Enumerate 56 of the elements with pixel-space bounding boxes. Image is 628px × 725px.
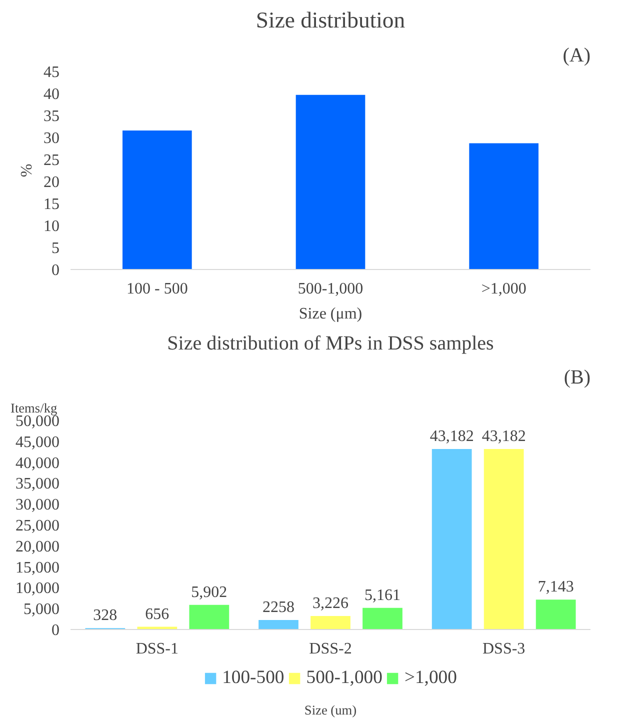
bar: [362, 608, 402, 630]
data-label: 2258: [262, 599, 294, 616]
y-tick-label: 10: [44, 218, 60, 235]
data-label: 328: [93, 607, 118, 624]
x-tick-label: 100 - 500: [126, 280, 188, 298]
y-tick-label: 20: [44, 174, 60, 191]
y-axis-title: %: [18, 164, 36, 178]
bar: [122, 130, 192, 270]
y-tick-label: 30,000: [16, 496, 60, 514]
x-tick-label: DSS-3: [482, 640, 526, 658]
bar: [310, 616, 350, 630]
bar: [469, 143, 538, 270]
y-tick-label: 0: [52, 262, 60, 279]
x-tick-label: 500-1,000: [298, 280, 364, 298]
x-axis-title: Size (μm): [298, 306, 362, 322]
y-tick-label: 5,000: [24, 601, 60, 618]
legend-label: >1,000: [404, 666, 457, 688]
chart-title: Size distribution of MPs in DSS samples: [167, 332, 494, 354]
bar: [432, 449, 472, 630]
data-label: 5,902: [191, 584, 228, 601]
y-tick-label: 45: [44, 64, 60, 81]
bar: [258, 620, 298, 630]
data-label: 43,182: [430, 428, 474, 445]
y-tick-label: 30: [44, 130, 60, 147]
data-label: 7,143: [538, 578, 574, 596]
x-tick-label: DSS-2: [309, 640, 352, 658]
x-axis-title: Size (um): [304, 702, 357, 718]
y-tick-label: 25,000: [16, 518, 60, 534]
y-tick-label: 25: [44, 152, 60, 169]
bar: [296, 94, 366, 270]
y-tick-label: 5: [52, 240, 60, 257]
y-tick-label: 20,000: [16, 538, 60, 556]
data-label: 43,182: [482, 428, 526, 445]
x-tick-label: >1,000: [481, 280, 526, 298]
chart-title: Size distribution: [256, 8, 406, 32]
y-tick-label: 45,000: [16, 434, 60, 451]
legend-label: 500-1,000: [306, 666, 382, 688]
y-tick-label: 35: [44, 108, 60, 125]
y-tick-label: 40,000: [16, 454, 60, 472]
y-tick-label: 15,000: [16, 559, 60, 576]
bar: [536, 600, 576, 630]
text: (A): [562, 44, 590, 66]
y-axis-title: Items/kg: [10, 400, 58, 416]
data-label: 3,226: [312, 595, 348, 612]
y-tick-label: 0: [52, 622, 60, 639]
y-tick-label: 10,000: [16, 580, 60, 598]
y-tick-label: 35,000: [16, 476, 60, 493]
x-tick-label: DSS-1: [136, 640, 179, 658]
bar: [189, 604, 230, 630]
legend-label: 100-500: [222, 666, 284, 688]
y-tick-label: 40: [44, 86, 60, 103]
text: (B): [564, 366, 591, 388]
bar: [484, 449, 524, 630]
y-tick-label: 15: [44, 196, 60, 213]
data-label: 5,161: [364, 586, 400, 604]
data-label: 656: [145, 606, 170, 623]
